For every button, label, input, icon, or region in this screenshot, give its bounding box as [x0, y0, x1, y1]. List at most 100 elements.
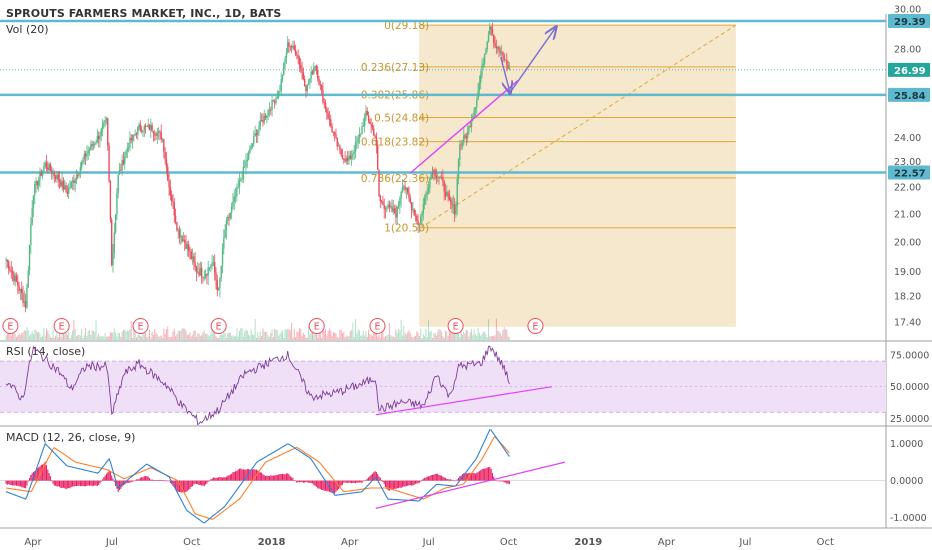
candle-body	[182, 239, 185, 242]
candle-body	[71, 180, 74, 183]
fibonacci-box	[419, 25, 736, 327]
candle-body	[78, 172, 80, 176]
macd-histogram-bar	[31, 473, 33, 481]
macd-histogram-bar	[34, 471, 36, 481]
candle-body	[272, 100, 275, 102]
macd-histogram-bar	[433, 474, 435, 481]
macd-histogram-bar	[420, 480, 422, 482]
volume-bar	[344, 337, 346, 340]
candle-body	[97, 136, 100, 140]
volume-bar	[18, 333, 20, 340]
volume-bar	[437, 331, 439, 340]
candle-body	[160, 132, 162, 140]
macd-histogram-bar	[335, 480, 337, 492]
volume-bar	[194, 330, 196, 340]
volume-bar	[116, 336, 118, 340]
candle-body	[170, 195, 173, 202]
volume-bar	[163, 328, 165, 340]
candle-body	[190, 251, 192, 259]
volume-bar	[219, 335, 221, 340]
candle-body	[193, 256, 195, 263]
macd-histogram-bar	[265, 476, 267, 481]
volume-bar	[336, 337, 338, 340]
macd-histogram-bar	[272, 475, 274, 481]
macd-histogram-bar	[111, 475, 113, 481]
volume-bar	[282, 330, 284, 340]
macd-tick-label: 1.0000	[890, 439, 923, 450]
macd-histogram-bar	[138, 479, 140, 481]
candle-body	[250, 146, 252, 149]
candle-body	[208, 267, 211, 269]
candle-body	[54, 175, 57, 179]
macd-histogram-bar	[163, 480, 165, 481]
candle-body	[165, 159, 168, 167]
macd-histogram-bar	[208, 480, 211, 482]
candle-body	[246, 159, 248, 162]
candle-body	[400, 192, 402, 199]
volume-bar	[19, 334, 21, 340]
time-tick-label: 2019	[574, 537, 602, 548]
volume-bar	[399, 330, 401, 340]
candle-body	[207, 267, 209, 276]
candle-body	[113, 232, 115, 254]
macd-histogram-bar	[484, 468, 486, 481]
macd-histogram-bar	[352, 480, 354, 483]
candle-body	[293, 45, 295, 50]
volume-bar	[98, 333, 100, 340]
macd-histogram-bar	[51, 480, 53, 481]
macd-histogram-bar	[381, 480, 383, 481]
earnings-marker	[369, 318, 386, 334]
macd-histogram-bar	[430, 475, 432, 481]
macd-histogram-bar	[452, 480, 454, 482]
macd-histogram-bar	[369, 476, 371, 481]
candle-body	[434, 170, 436, 177]
rsi-tick-label: 50.0000	[890, 382, 929, 393]
macd-histogram-bar	[297, 480, 299, 483]
macd-histogram-bar	[105, 473, 108, 481]
volume-bar	[335, 333, 337, 340]
volume-bar	[39, 333, 41, 340]
candle-body	[6, 259, 9, 262]
macd-histogram-bar	[348, 480, 350, 483]
macd-histogram-bar	[228, 475, 230, 481]
volume-bar	[418, 336, 420, 340]
macd-histogram-bar	[448, 479, 450, 481]
volume-bar	[124, 329, 126, 340]
volume-bar	[186, 334, 188, 340]
volume-bar	[104, 333, 106, 340]
volume-bar	[237, 336, 239, 340]
candle-body	[376, 145, 379, 170]
volume-bar	[164, 333, 166, 340]
macd-histogram-bar	[439, 475, 441, 481]
volume-bar	[383, 337, 385, 340]
candle-body	[306, 84, 308, 92]
macd-histogram-bar	[109, 471, 111, 481]
candle-body	[468, 126, 470, 132]
candle-body	[499, 51, 501, 53]
candle-body	[52, 172, 54, 174]
volume-bar	[252, 334, 254, 340]
macd-histogram-bar	[253, 469, 255, 481]
candle-body	[26, 287, 28, 308]
candle-body	[221, 248, 224, 266]
volume-bar	[188, 334, 190, 340]
macd-histogram-bar	[502, 480, 504, 482]
macd-histogram-bar	[364, 480, 366, 482]
macd-histogram-bar	[43, 463, 45, 481]
rsi-tick-label: 75.0000	[890, 350, 929, 361]
candle-body	[283, 63, 285, 76]
volume-bar	[404, 333, 406, 340]
volume-bar	[149, 329, 151, 340]
macd-histogram-bar	[490, 468, 492, 481]
volume-bar	[92, 330, 94, 340]
candle-body	[456, 178, 458, 207]
volume-bar	[315, 332, 317, 340]
macd-histogram-bar	[199, 480, 201, 485]
macd-histogram-bar	[306, 480, 308, 483]
volume-bar	[223, 331, 225, 340]
candle-body	[204, 274, 207, 278]
volume-bar	[416, 331, 418, 340]
macd-histogram-bar	[145, 476, 147, 481]
volume-bar	[32, 333, 34, 340]
